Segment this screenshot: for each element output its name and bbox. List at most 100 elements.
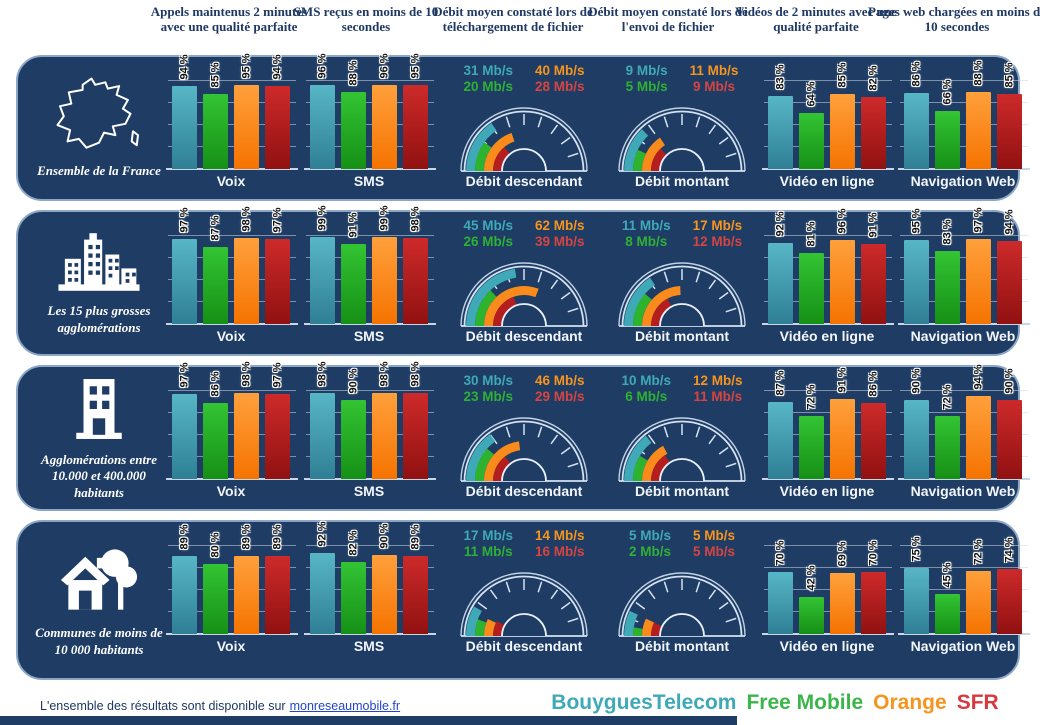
gauge-value: 11 Mb/s <box>621 218 671 233</box>
gridline <box>764 567 892 568</box>
bar-bouygues-telecom <box>904 93 929 169</box>
bar-value-label: 72 % <box>972 539 985 565</box>
barchart-voix: 97 % 87 % 98 % 97 % Voix <box>166 206 298 354</box>
gauge-band-free-mobile <box>633 455 648 481</box>
axis-baseline <box>166 478 298 480</box>
plot-area: 97 % 87 % 98 % 97 % <box>166 206 298 325</box>
bar-free-mobile <box>799 415 824 479</box>
bar-value-label-wrap: 86 % <box>195 367 237 401</box>
gridline <box>764 589 892 590</box>
gauge-band-sfr <box>493 147 510 171</box>
gauge-download: 31 Mb/s 20 Mb/s 40 Mb/s 28 Mb/s Débit descen… <box>448 57 600 199</box>
bar-value-label: 83 % <box>941 219 954 245</box>
bar-value-label-wrap: 98 % <box>395 202 437 236</box>
gauge-dial <box>460 107 588 172</box>
gridline <box>900 456 1028 457</box>
bar-orange <box>372 236 397 324</box>
gauge-value: 8 Mb/s <box>625 234 668 249</box>
bar-value-label: 42 % <box>805 565 818 591</box>
bar-bouygues-telecom <box>172 393 197 479</box>
zone-label: Communes de moins de 10 000 habitants <box>35 625 163 657</box>
bar-value-label: 94 % <box>972 364 985 390</box>
bar-value-label-wrap: 83 % <box>760 60 802 94</box>
barchart-video: 70 % 42 % 69 % 70 % Vidéo en ligne <box>762 522 894 678</box>
bar-value-label: 99 % <box>378 205 391 231</box>
gauge-value: 10 Mb/s <box>621 373 671 388</box>
bar-value-label: 88 % <box>347 60 360 86</box>
gridline <box>764 456 892 457</box>
bar-bouygues-telecom <box>904 399 929 479</box>
gridline <box>900 235 1028 236</box>
gauge-band-sfr <box>493 456 511 481</box>
gauge-values: 31 Mb/s 20 Mb/s 40 Mb/s 28 Mb/s <box>440 63 608 95</box>
bar-value-label-wrap: 99 % <box>302 201 344 235</box>
bar-orange <box>966 570 991 634</box>
gauge-band-orange <box>484 618 496 636</box>
bar-value-label-wrap: 74 % <box>989 533 1031 567</box>
gauge-value: 17 Mb/s <box>692 218 743 233</box>
chart-title-video: Vidéo en ligne <box>779 173 875 189</box>
gridline <box>764 279 892 280</box>
axis-baseline <box>304 168 436 170</box>
gridline <box>306 102 434 103</box>
bar-value-label: 74 % <box>1003 537 1016 563</box>
gridline <box>900 80 1028 81</box>
gridline <box>306 567 434 568</box>
gridline <box>900 589 1028 590</box>
bar-value-label-wrap: 91 % <box>853 208 895 242</box>
bar-value-label-wrap: 96 % <box>822 204 864 238</box>
axis-baseline <box>762 633 894 635</box>
bar-sfr <box>403 237 428 324</box>
bar-bouygues-telecom <box>768 95 793 169</box>
bar-value-label: 95 % <box>910 208 923 234</box>
gauge-band-bouygues-telecom <box>624 277 656 326</box>
legend-bouyguestelecom: BouyguesTelecom <box>551 691 737 714</box>
bar-bouygues-telecom <box>310 553 335 634</box>
operators-legend: BouyguesTelecom Free Mobile Orange SFR <box>0 691 1040 715</box>
bar-sfr <box>997 94 1022 169</box>
chart-title-upload: Débit montant <box>634 173 730 189</box>
bar-value-label: 86 % <box>867 371 880 397</box>
footer-link[interactable]: monreseaumobile.fr <box>289 699 401 713</box>
gauge-value: 62 Mb/s <box>535 218 585 233</box>
bar-value-label-wrap: 98 % <box>395 357 437 391</box>
gauge-band-bouygues-telecom <box>466 268 517 326</box>
bar-sfr <box>997 568 1022 634</box>
chart-title-voix: Voix <box>216 638 246 654</box>
axis-baseline <box>898 323 1030 325</box>
bar-free-mobile <box>935 594 960 634</box>
bar-value-label-wrap: 64 % <box>791 77 833 111</box>
bar-orange <box>830 573 855 634</box>
bar-value-label-wrap: 81 % <box>791 217 833 251</box>
bar-value-label-wrap: 90 % <box>989 364 1031 398</box>
gauge-value: 5 Mb/s <box>628 528 671 543</box>
bar-value-label: 92 % <box>774 211 787 237</box>
bar-value-label: 97 % <box>178 207 191 233</box>
bar-sfr <box>861 96 886 169</box>
gauge-download: 45 Mb/s 26 Mb/s 62 Mb/s 39 Mb/s Débit descen… <box>448 212 600 354</box>
footer-text: L'ensemble des résultats sont disponible… <box>40 699 286 713</box>
bar-value-label: 94 % <box>271 54 284 80</box>
chart-title-download: Débit descendant <box>465 483 583 499</box>
bar-value-label: 85 % <box>836 62 849 88</box>
bar-value-label: 96 % <box>316 52 329 79</box>
gauge-value-column: 62 Mb/s 39 Mb/s <box>535 218 585 250</box>
bar-value-label: 87 % <box>209 215 222 241</box>
gauge-dial <box>460 572 588 637</box>
gauge-value: 29 Mb/s <box>535 389 585 404</box>
chart-title-sms: SMS <box>353 328 385 344</box>
gridline <box>168 434 296 435</box>
bar-free-mobile <box>341 243 366 324</box>
bar-value-label-wrap: 89 % <box>226 520 268 554</box>
bar-orange <box>234 555 259 634</box>
bar-sfr <box>265 393 290 479</box>
gridline <box>168 611 296 612</box>
bar-value-label-wrap: 70 % <box>853 536 895 570</box>
bar-free-mobile <box>799 252 824 324</box>
gridline <box>764 301 892 302</box>
zone-label: Agglomérations entre 10.000 et 400.000 h… <box>41 452 157 500</box>
plot-area: 92 % 81 % 96 % 91 % <box>762 208 894 325</box>
bar-free-mobile <box>799 597 824 634</box>
chart-title-download: Débit descendant <box>465 173 583 189</box>
